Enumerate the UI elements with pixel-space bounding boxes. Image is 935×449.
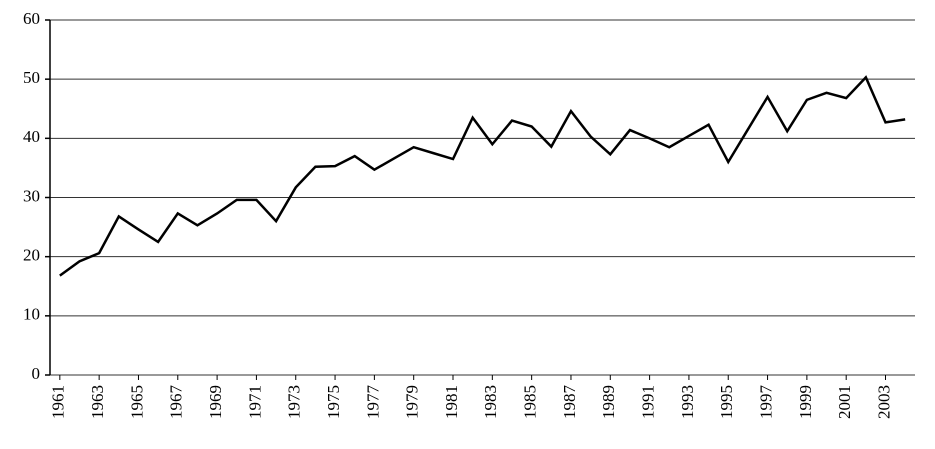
- x-tick-label: 1991: [639, 385, 658, 419]
- y-tick-label: 10: [23, 305, 40, 324]
- x-tick-label: 1999: [796, 385, 815, 419]
- x-tick-label: 1985: [521, 385, 540, 419]
- x-tick-label: 2003: [874, 385, 893, 419]
- x-tick-label: 1983: [481, 385, 500, 419]
- x-tick-label: 1961: [49, 385, 68, 419]
- x-tick-label: 2001: [835, 385, 854, 419]
- x-tick-label: 1965: [127, 385, 146, 419]
- x-tick-label: 1997: [756, 385, 775, 420]
- x-tick-label: 1969: [206, 385, 225, 419]
- data-line: [59, 75, 906, 277]
- x-tick-label: 1993: [678, 385, 697, 419]
- x-tick-label: 1979: [403, 385, 422, 419]
- x-tick-label: 1973: [285, 385, 304, 419]
- y-tick-label: 40: [23, 127, 40, 146]
- x-tick-label: 1977: [363, 385, 382, 420]
- y-tick-label: 50: [23, 68, 40, 87]
- y-tick-label: 20: [23, 246, 40, 265]
- x-tick-label: 1975: [324, 385, 343, 419]
- y-tick-label: 30: [23, 186, 40, 205]
- x-tick-label: 1995: [717, 385, 736, 419]
- y-tick-label: 0: [32, 364, 41, 383]
- x-tick-label: 1989: [599, 385, 618, 419]
- x-tick-label: 1987: [560, 385, 579, 420]
- x-tick-label: 1963: [88, 385, 107, 419]
- x-tick-label: 1981: [442, 385, 461, 419]
- x-tick-label: 1971: [245, 385, 264, 419]
- y-tick-label: 60: [23, 9, 40, 28]
- x-tick-label: 1967: [167, 385, 186, 420]
